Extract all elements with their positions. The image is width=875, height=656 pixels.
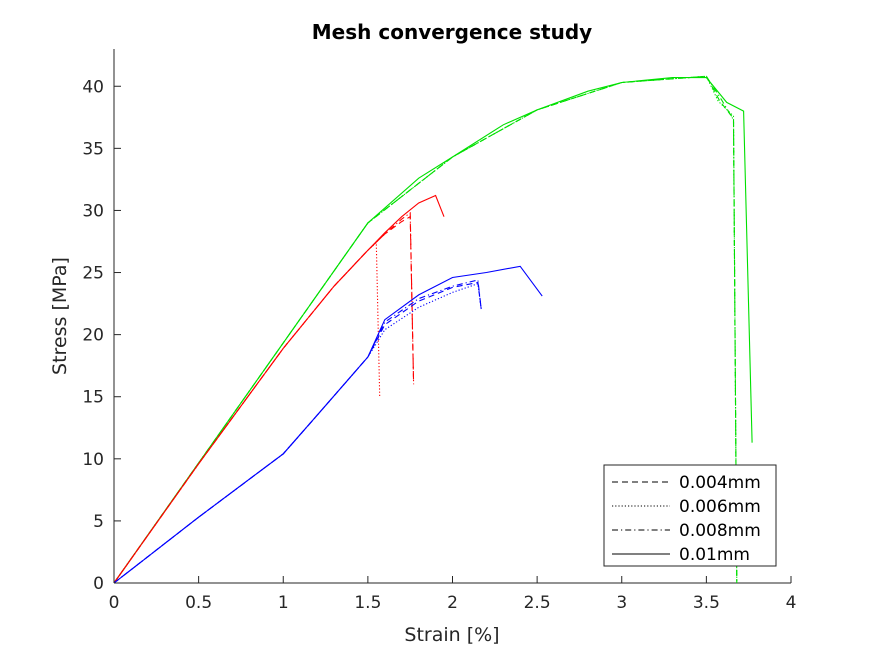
x-tick-label: 1 — [278, 593, 289, 613]
series-line — [113, 282, 482, 584]
x-tick-label: 4 — [786, 593, 797, 613]
x-tick-label: 0.5 — [185, 593, 212, 613]
series-line — [113, 211, 415, 584]
chart-title: Mesh convergence study — [312, 20, 592, 44]
x-axis-label: Strain [%] — [404, 624, 499, 646]
x-tick-label: 1.5 — [354, 593, 381, 613]
y-axis-label: Stress [MPa] — [49, 257, 71, 375]
y-tick-label: 10 — [82, 450, 104, 470]
legend-label: 0.01mm — [679, 545, 750, 565]
series-line — [113, 281, 482, 584]
series-line — [113, 194, 445, 584]
y-tick-label: 25 — [82, 264, 104, 284]
x-ticks: 0 0.5 1 1.5 2 2.5 3 3.5 4 — [109, 576, 797, 613]
legend-label: 0.006mm — [679, 497, 761, 517]
x-tick-label: 3.5 — [693, 593, 720, 613]
legend-label: 0.004mm — [679, 473, 761, 493]
x-tick-label: 3 — [616, 593, 627, 613]
y-tick-label: 5 — [93, 512, 104, 532]
series-line — [113, 215, 415, 584]
y-tick-label: 40 — [82, 77, 104, 97]
series-line — [113, 279, 482, 584]
series-layer — [113, 75, 753, 584]
series-line — [113, 77, 753, 584]
y-tick-label: 15 — [82, 388, 104, 408]
series-line — [113, 265, 543, 584]
legend-label: 0.008mm — [679, 521, 761, 541]
series-line — [113, 75, 738, 584]
y-tick-label: 20 — [82, 326, 104, 346]
legend: 0.004mm 0.006mm 0.008mm 0.01mm — [603, 464, 777, 567]
x-tick-label: 2 — [447, 593, 458, 613]
y-tick-label: 30 — [82, 201, 104, 221]
series-line — [113, 241, 381, 584]
y-tick-label: 35 — [82, 139, 104, 159]
x-tick-label: 2.5 — [524, 593, 551, 613]
y-tick-label: 0 — [93, 574, 104, 594]
legend-items: 0.004mm 0.006mm 0.008mm 0.01mm — [612, 473, 761, 565]
plot-area: 0 0.5 1 1.5 2 2.5 3 3.5 4 0 5 10 15 20 25 30 35 40 — [82, 49, 796, 613]
x-tick-label: 0 — [109, 593, 120, 613]
y-ticks: 0 5 10 15 20 25 30 35 40 — [82, 77, 121, 594]
